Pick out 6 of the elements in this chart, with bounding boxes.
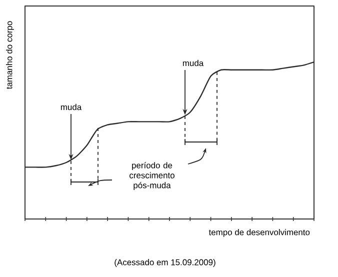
annotation: muda	[60, 104, 82, 110]
x-axis-title: tempo de desenvolvimento	[208, 229, 310, 237]
annotation: muda	[182, 60, 204, 66]
text: (Acessado em 15.09.2009)	[114, 259, 216, 267]
y-axis-title: tamanho do corpo	[6, 21, 14, 90]
annotation: período de crescimento pós-muda	[130, 162, 174, 190]
